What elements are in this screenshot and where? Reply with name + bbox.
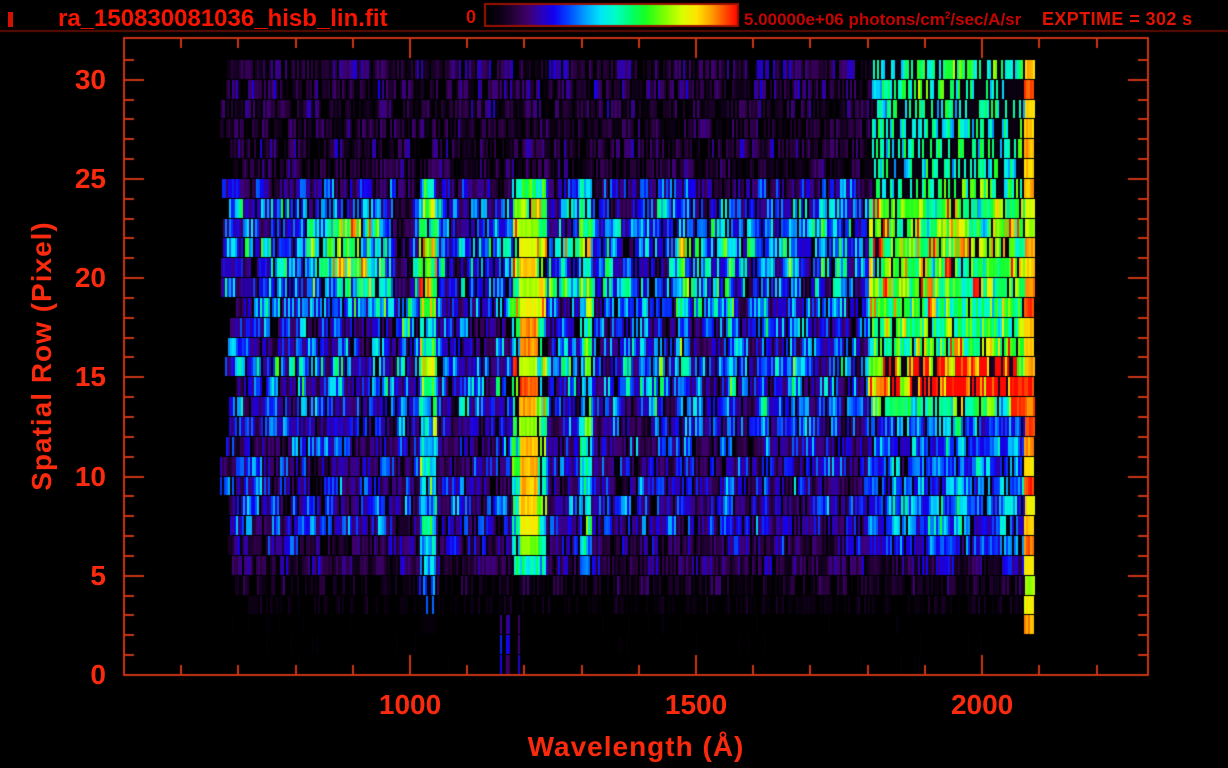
window-corner-marker [8, 12, 13, 27]
y-tick-label-10: 10 [74, 460, 106, 492]
colorbar-max-value: 5.00000e+06 [744, 10, 844, 29]
y-axis-title: Spatial Row (Pixel) [26, 221, 57, 491]
colorbar-unit-superscript: 2 [944, 10, 951, 22]
colorbar-unit-suffix: /sec/A/sr [950, 10, 1022, 29]
x-axis-title: Wavelength (Å) [527, 731, 745, 762]
x-tick-label-1000: 1000 [378, 689, 442, 720]
y-tick-label-15: 15 [74, 361, 106, 393]
colorbar-unit-prefix: photons/cm [843, 10, 945, 29]
x-tick-label-2000: 2000 [950, 689, 1014, 720]
y-tick-label-25: 25 [74, 162, 106, 194]
y-tick-label-5: 5 [90, 559, 106, 591]
colorbar-max-label: 5.00000e+06 photons/cm2/sec/A/sr [744, 11, 1021, 28]
y-tick-label-30: 30 [74, 63, 106, 95]
file-title: ra_150830081036_hisb_lin.fit [58, 5, 388, 32]
x-tick-label-1500: 1500 [664, 689, 728, 720]
y-tick-label-20: 20 [74, 262, 106, 294]
colorbar-min-label: 0 [465, 7, 476, 27]
exposure-time-label: EXPTIME = 302 s [1042, 9, 1193, 29]
y-tick-label-0: 0 [90, 659, 106, 690]
